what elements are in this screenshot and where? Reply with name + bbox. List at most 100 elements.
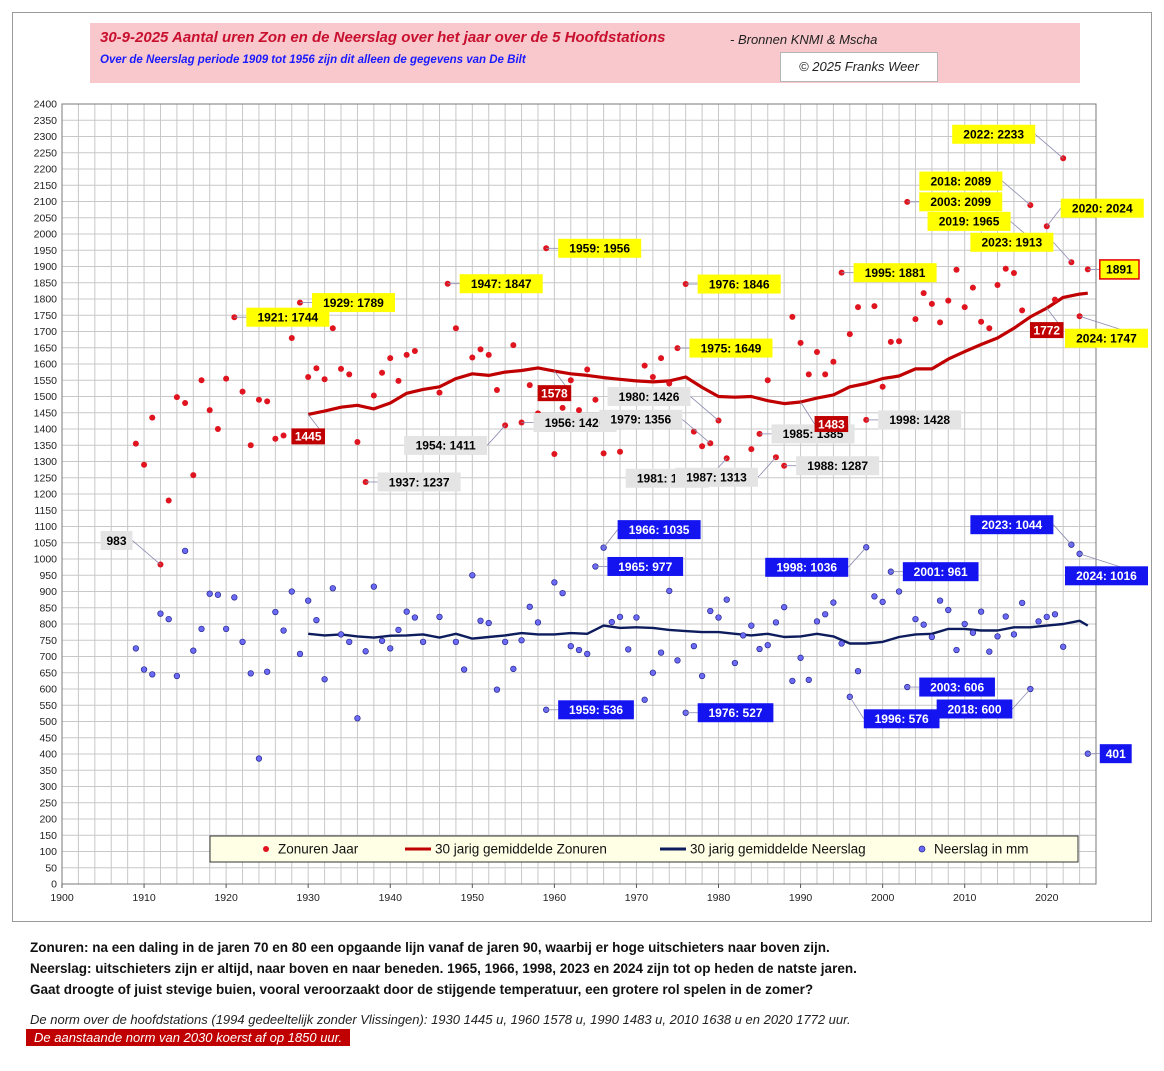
annotation-leader (682, 418, 711, 444)
y-tick-label: 850 (39, 602, 57, 614)
rain-point (296, 650, 304, 658)
annotation-leader (603, 529, 618, 548)
annotation-leader (1002, 180, 1031, 206)
annotation-box (674, 467, 758, 487)
rain-point (649, 669, 657, 676)
annotation-label: 1966: 1035 (603, 520, 701, 548)
annotation-text: 1995: 1881 (865, 266, 926, 280)
sun-point (395, 377, 402, 384)
sun-point (789, 313, 796, 320)
sun-point (567, 377, 574, 384)
sun-point (797, 339, 804, 346)
y-tick-label: 1350 (34, 440, 58, 452)
rain-point (748, 622, 755, 629)
y-tick-label: 650 (39, 667, 57, 679)
annotation-leader (849, 696, 865, 720)
sun-point (969, 284, 976, 291)
annotation-label: 1980: 1426 (607, 387, 719, 421)
annotation-box (291, 428, 325, 445)
chart-source: - Bronnen KNMI & Mscha (730, 32, 878, 47)
axes: 0 50 100 150 200 250 300 350 400 450 500 550 600 650 7… (34, 99, 1097, 904)
rain-point (337, 631, 345, 638)
annotation-box (1065, 328, 1148, 348)
y-tick-label: 1850 (34, 277, 58, 289)
rain-point (641, 696, 648, 703)
x-tick-label: 1910 (132, 892, 156, 904)
rain-point (953, 646, 960, 654)
copyright-box: © 2025 Franks Weer (780, 52, 938, 82)
annotation-box (533, 413, 617, 432)
annotation-label: 2023: 1913 (970, 232, 1072, 263)
rain-point (321, 676, 328, 683)
chart-plot: 0 50 100 150 200 250 300 350 400 450 500 550 600 650 7… (34, 99, 1149, 904)
rain-point (731, 659, 739, 667)
annotation-box (919, 171, 1003, 191)
y-tick-label: 2350 (34, 115, 58, 127)
rain-point (551, 579, 558, 586)
sun-point (485, 351, 492, 358)
annotations: 1921: 1744 1929: 1789 1947: 1847 1959: 1956… (100, 124, 1149, 764)
rain-point (608, 618, 615, 626)
rain-point (854, 667, 862, 675)
annotation-box (558, 238, 642, 258)
legend: Zonuren Jaar 30 jarig gemiddelde Zonuren 3… (209, 835, 1079, 863)
y-tick-label: 2300 (34, 131, 58, 143)
x-tick-label: 1920 (214, 892, 238, 904)
annotation-text: 1959: 536 (569, 703, 623, 717)
rain-point (977, 608, 985, 615)
sun-point (379, 369, 386, 376)
rain-point (715, 614, 722, 621)
rain-point (354, 715, 361, 722)
annotation-box (459, 274, 543, 294)
y-tick-label: 1050 (34, 537, 58, 549)
annotation-text: 1937: 1237 (389, 475, 450, 489)
y-tick-label: 1800 (34, 294, 58, 306)
annotation-label: 1954: 1411 (404, 425, 506, 455)
rain-point (329, 585, 336, 592)
rain-point (173, 672, 181, 680)
rain-point (830, 599, 837, 606)
sun-point (658, 355, 665, 362)
annotation-box (970, 515, 1054, 535)
sun-point (165, 497, 172, 504)
sun_avg-line (307, 291, 1088, 416)
legend-item-sun: Zonuren Jaar (263, 842, 359, 857)
annotation-leader (690, 396, 719, 421)
annotation-leader (1034, 133, 1064, 159)
annotation-text: 2003: 2099 (930, 195, 991, 209)
y-tick-label: 350 (39, 765, 57, 777)
rain-point (247, 670, 254, 677)
sun-point (280, 432, 287, 439)
sun-point (805, 371, 812, 378)
y-tick-label: 300 (39, 781, 57, 793)
y-tick-label: 1750 (34, 310, 58, 322)
sun-point (321, 376, 328, 383)
annotation-label: 1937: 1237 (365, 472, 461, 492)
annotation-label: 2001: 961 (890, 562, 979, 582)
rain-point (255, 755, 263, 762)
annotation-label: 2022: 2233 (952, 124, 1064, 159)
sun-point (370, 392, 377, 399)
sun-point (510, 342, 517, 349)
sun-point (305, 374, 312, 380)
y-tick-label: 1250 (34, 472, 58, 484)
y-tick-label: 150 (39, 830, 57, 842)
sun-point (190, 472, 197, 479)
annotation-label: 1979: 1356 (599, 409, 711, 444)
rain-point (789, 677, 796, 685)
rain-point (419, 638, 427, 646)
annotation-box (607, 387, 691, 407)
rain-point (1010, 631, 1018, 638)
sun-point (666, 380, 673, 387)
rain-point (534, 619, 542, 626)
annotation-label: 1891 (1087, 259, 1140, 280)
sun-point (912, 316, 919, 323)
annotation-label: 2024: 1016 (1065, 553, 1149, 586)
annotation-text: 2023: 1044 (982, 518, 1043, 532)
x-tick-label: 2020 (1035, 892, 1059, 904)
rain-point (411, 614, 419, 621)
sun-point (896, 338, 903, 345)
sun-point (1002, 265, 1009, 272)
note-question: Gaat droogte of juist stevige buien, voo… (30, 982, 814, 997)
rain-point (781, 603, 788, 611)
